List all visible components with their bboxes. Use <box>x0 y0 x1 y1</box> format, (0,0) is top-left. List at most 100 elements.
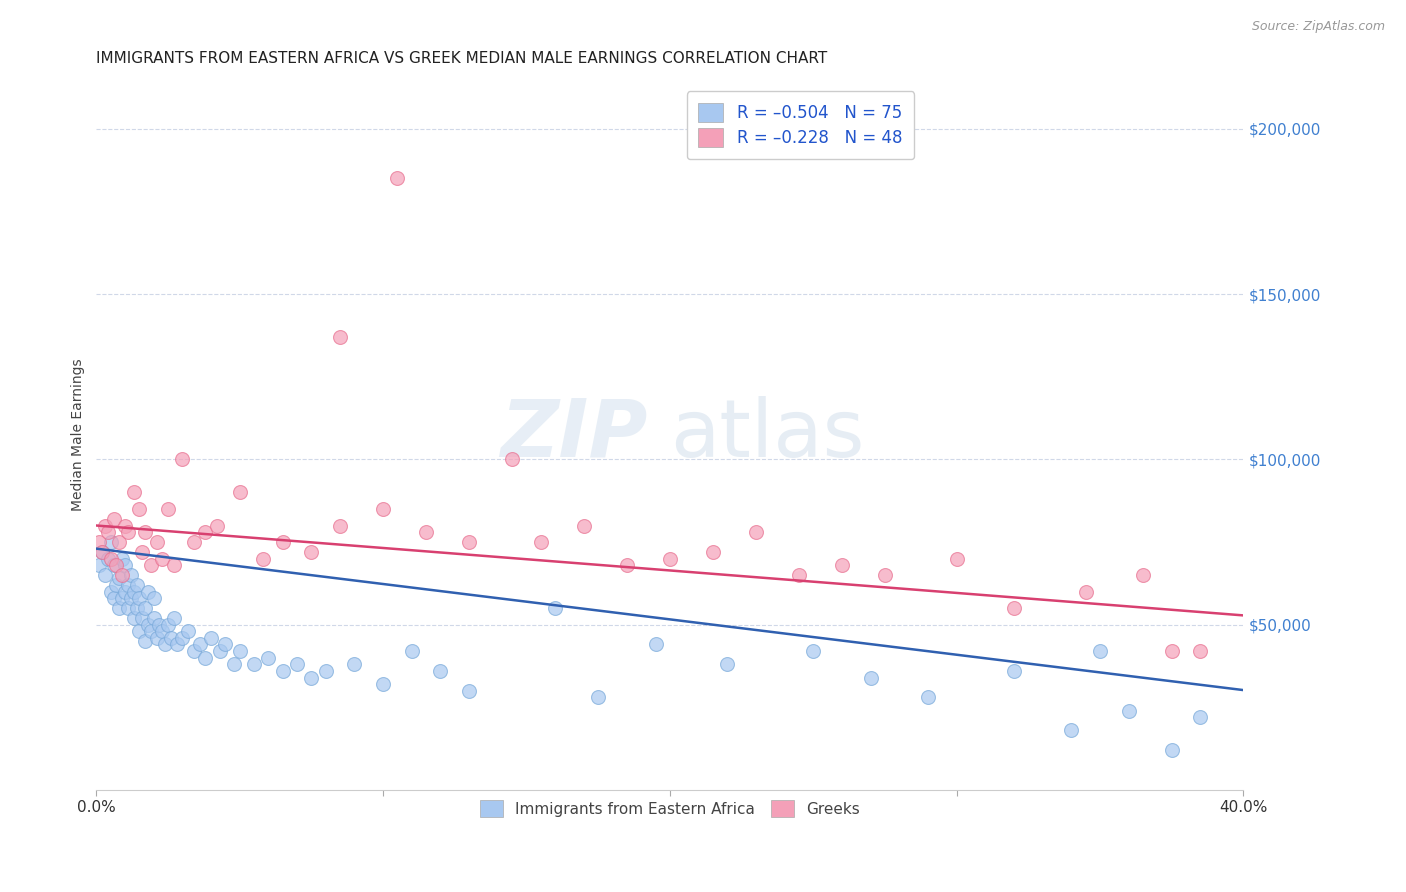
Point <box>371 502 394 516</box>
Point <box>103 512 125 526</box>
Point <box>252 551 274 566</box>
Point <box>139 624 162 639</box>
Point <box>128 591 150 606</box>
Point <box>183 535 205 549</box>
Point <box>301 545 323 559</box>
Point <box>131 545 153 559</box>
Point <box>530 535 553 549</box>
Point <box>134 634 156 648</box>
Point <box>917 690 939 705</box>
Point <box>117 578 139 592</box>
Point <box>142 611 165 625</box>
Point <box>91 545 114 559</box>
Point <box>271 535 294 549</box>
Point <box>285 657 308 672</box>
Point <box>387 171 409 186</box>
Point <box>105 578 128 592</box>
Point <box>114 518 136 533</box>
Point <box>271 664 294 678</box>
Point <box>745 525 768 540</box>
Point <box>111 551 134 566</box>
Point <box>163 611 186 625</box>
Point <box>177 624 200 639</box>
Point <box>157 502 180 516</box>
Point <box>415 525 437 540</box>
Point <box>120 591 142 606</box>
Text: ZIP: ZIP <box>499 396 647 474</box>
Point <box>1160 743 1182 757</box>
Point <box>122 485 145 500</box>
Point <box>644 638 666 652</box>
Point <box>117 525 139 540</box>
Point <box>371 677 394 691</box>
Point <box>1002 664 1025 678</box>
Point <box>188 638 211 652</box>
Point <box>100 551 122 566</box>
Point <box>586 690 609 705</box>
Point <box>94 518 117 533</box>
Point <box>128 624 150 639</box>
Point <box>89 558 111 573</box>
Point <box>208 644 231 658</box>
Point <box>148 617 170 632</box>
Point <box>572 518 595 533</box>
Point <box>544 601 567 615</box>
Point <box>105 558 128 573</box>
Point <box>616 558 638 573</box>
Point <box>145 631 167 645</box>
Point <box>329 518 352 533</box>
Point <box>1189 644 1212 658</box>
Point <box>108 571 131 585</box>
Point <box>458 535 481 549</box>
Point <box>801 644 824 658</box>
Point <box>702 545 724 559</box>
Point <box>114 558 136 573</box>
Point <box>153 638 176 652</box>
Point <box>108 601 131 615</box>
Point <box>1132 568 1154 582</box>
Point <box>142 591 165 606</box>
Point <box>111 591 134 606</box>
Point <box>257 650 280 665</box>
Point <box>329 330 352 344</box>
Point <box>716 657 738 672</box>
Point <box>831 558 853 573</box>
Point <box>1074 584 1097 599</box>
Point <box>139 558 162 573</box>
Point <box>103 558 125 573</box>
Point <box>97 525 120 540</box>
Point <box>89 535 111 549</box>
Point <box>91 545 114 559</box>
Point <box>136 617 159 632</box>
Point <box>501 452 523 467</box>
Point <box>315 664 337 678</box>
Point <box>172 631 194 645</box>
Point <box>136 584 159 599</box>
Point <box>1002 601 1025 615</box>
Point <box>243 657 266 672</box>
Point <box>1160 644 1182 658</box>
Point <box>859 671 882 685</box>
Point <box>134 525 156 540</box>
Text: atlas: atlas <box>669 396 865 474</box>
Point <box>1088 644 1111 658</box>
Point <box>125 578 148 592</box>
Point <box>131 611 153 625</box>
Point <box>166 638 188 652</box>
Point <box>134 601 156 615</box>
Point <box>111 568 134 582</box>
Legend: Immigrants from Eastern Africa, Greeks: Immigrants from Eastern Africa, Greeks <box>472 792 868 825</box>
Point <box>100 535 122 549</box>
Point <box>429 664 451 678</box>
Point <box>108 535 131 549</box>
Point <box>145 535 167 549</box>
Point <box>94 568 117 582</box>
Point <box>122 611 145 625</box>
Y-axis label: Median Male Earnings: Median Male Earnings <box>72 359 86 511</box>
Point <box>200 631 222 645</box>
Point <box>157 617 180 632</box>
Point <box>1118 704 1140 718</box>
Point <box>100 584 122 599</box>
Point <box>128 502 150 516</box>
Point <box>214 638 236 652</box>
